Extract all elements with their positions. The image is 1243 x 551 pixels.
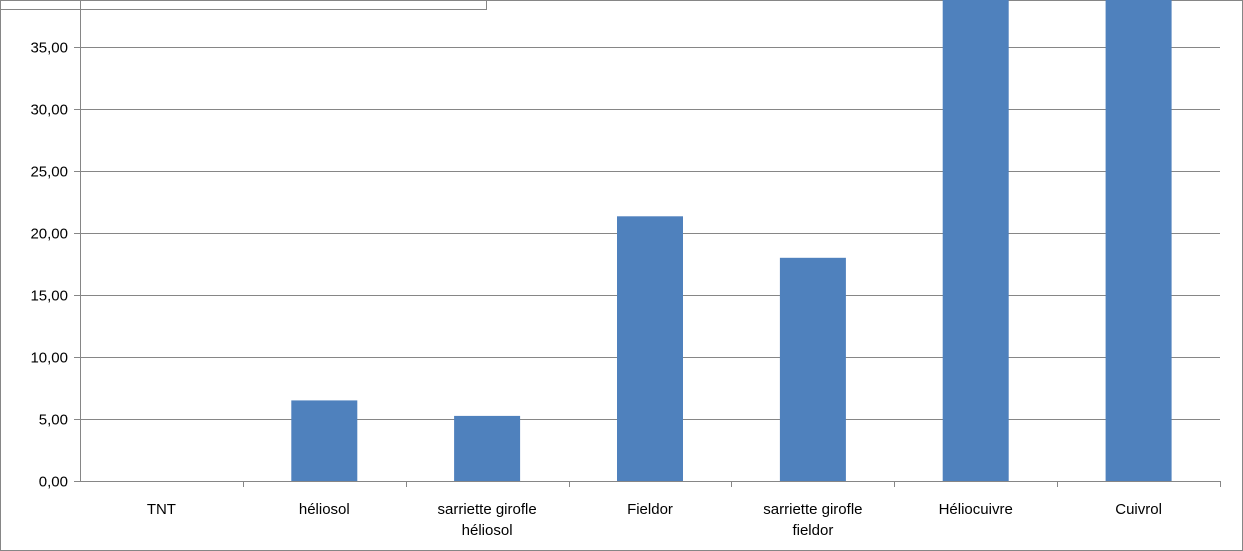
x-category-label: héliosol <box>299 501 350 518</box>
y-tick-label: 35,00 <box>30 40 68 57</box>
x-category-label: sarriette girofle <box>763 501 862 518</box>
y-tick-label: 30,00 <box>30 102 68 119</box>
x-category-label: sarriette girofle <box>437 501 536 518</box>
bar <box>1105 0 1172 481</box>
y-tick-label: 25,00 <box>30 164 68 181</box>
y-tick-label: 15,00 <box>30 288 68 305</box>
y-tick-label: 5,00 <box>39 412 68 429</box>
bar <box>942 0 1009 481</box>
bar <box>779 257 846 481</box>
x-category-label: Cuivrol <box>1115 501 1162 518</box>
bars <box>291 0 1172 482</box>
x-category-label: TNT <box>147 501 176 518</box>
x-category-label: Héliocuivre <box>939 501 1013 518</box>
y-tick-label: 10,00 <box>30 350 68 367</box>
x-category-labels: TNT héliosol sarriette girofle héliosol Fiel… <box>147 501 1162 539</box>
y-tick-label: 20,00 <box>30 226 68 243</box>
bar <box>617 216 683 482</box>
y-tick-labels: 0,00 5,00 10,00 15,00 20,00 25,00 30,00 35,00 <box>30 40 68 491</box>
x-category-label: fieldor <box>792 522 833 539</box>
x-category-label: héliosol <box>462 522 513 539</box>
bar <box>454 415 521 481</box>
legend-box-edge <box>0 0 487 10</box>
y-tick-label: 0,00 <box>39 474 68 491</box>
bar <box>291 400 358 481</box>
x-category-label: Fieldor <box>627 501 673 518</box>
axes <box>74 0 1221 487</box>
